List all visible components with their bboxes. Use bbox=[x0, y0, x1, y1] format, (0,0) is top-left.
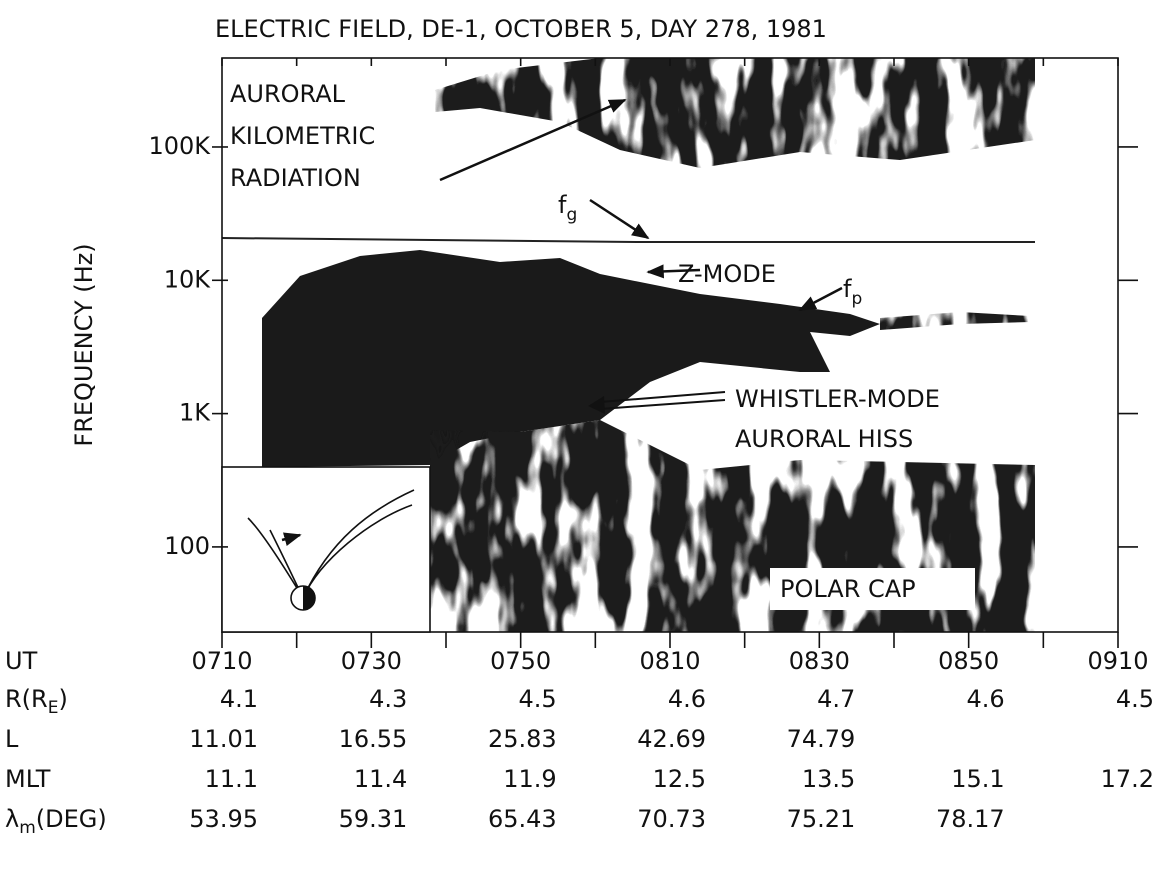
row-value: 59.31 bbox=[339, 805, 408, 833]
row-value: 11.4 bbox=[354, 765, 407, 793]
x-tick-label: 0850 bbox=[938, 647, 999, 675]
chart-title: ELECTRIC FIELD, DE-1, OCTOBER 5, DAY 278… bbox=[215, 15, 827, 43]
row-label-part: MLT bbox=[5, 765, 51, 793]
akr-arrow bbox=[439, 98, 627, 182]
row-label: L bbox=[5, 725, 19, 753]
row-value: 11.1 bbox=[205, 765, 258, 793]
fp-arrow bbox=[798, 286, 843, 312]
x-tick-label: 0710 bbox=[191, 647, 252, 675]
annotation-part: f bbox=[843, 275, 852, 303]
row-value: 74.79 bbox=[787, 725, 856, 753]
row-value: 11.01 bbox=[189, 725, 258, 753]
annotation-part: f bbox=[558, 191, 567, 219]
row-value: 12.5 bbox=[653, 765, 706, 793]
inset bbox=[221, 466, 431, 633]
annotation: AURORAL bbox=[230, 80, 346, 108]
row-value: 4.5 bbox=[518, 685, 556, 713]
arrows bbox=[439, 98, 843, 414]
row-value: 11.9 bbox=[503, 765, 556, 793]
akr-emission bbox=[435, 58, 1035, 168]
row-label-part: (DEG) bbox=[36, 805, 107, 833]
x-tick-label: 0910 bbox=[1087, 647, 1148, 675]
fg-arrow bbox=[589, 198, 650, 240]
inset-box bbox=[221, 466, 431, 633]
row-label-sub: E bbox=[48, 698, 59, 718]
row-label-part: R(R bbox=[5, 685, 48, 713]
row-value: 4.5 bbox=[1116, 685, 1154, 713]
row-label-part: ) bbox=[58, 685, 67, 713]
row-value: 65.43 bbox=[488, 805, 557, 833]
row-value: 4.1 bbox=[220, 685, 258, 713]
annotation: WHISTLER-MODE bbox=[735, 385, 940, 413]
annotation-sub: g bbox=[566, 205, 577, 225]
row-value: 25.83 bbox=[488, 725, 557, 753]
y-tick-label: 100K bbox=[148, 132, 211, 160]
y-tick-label: 1K bbox=[179, 399, 211, 427]
x-tick-label: 0730 bbox=[341, 647, 402, 675]
row-label: MLT bbox=[5, 765, 51, 793]
row-value: 78.17 bbox=[936, 805, 1005, 833]
earth-night bbox=[303, 586, 315, 610]
annotation: POLAR CAP bbox=[780, 575, 916, 603]
fp-emission bbox=[880, 312, 1030, 330]
hiss-emission bbox=[262, 250, 880, 467]
row-value: 15.1 bbox=[951, 765, 1004, 793]
annotation: fg bbox=[558, 191, 577, 225]
y-tick-label: 10K bbox=[164, 265, 212, 293]
row-value: 17.2 bbox=[1101, 765, 1154, 793]
annotation: AURORAL HISS bbox=[735, 425, 913, 453]
label-box bbox=[770, 568, 975, 610]
row-label: R(RE) bbox=[5, 685, 68, 718]
annotation: KILOMETRIC bbox=[230, 122, 375, 150]
annotation: Z-MODE bbox=[678, 260, 776, 288]
row-value: 42.69 bbox=[637, 725, 706, 753]
row-value: 16.55 bbox=[339, 725, 408, 753]
annotation-sub: p bbox=[851, 289, 862, 309]
x-axis-label: UT bbox=[5, 647, 38, 675]
row-label-part: L bbox=[5, 725, 19, 753]
row-label-sub: m bbox=[19, 818, 36, 838]
zmode-arrow bbox=[646, 264, 701, 279]
row-value: 4.7 bbox=[817, 685, 855, 713]
row-label: λm(DEG) bbox=[5, 805, 107, 838]
fg-line bbox=[221, 237, 1035, 243]
row-value: 4.6 bbox=[966, 685, 1004, 713]
x-tick-label: 0810 bbox=[639, 647, 700, 675]
x-tick-label: 0830 bbox=[789, 647, 850, 675]
orbit-arrow bbox=[281, 532, 302, 546]
row-value: 13.5 bbox=[802, 765, 855, 793]
row-value: 75.21 bbox=[787, 805, 856, 833]
row-value: 53.95 bbox=[189, 805, 258, 833]
y-tick-label: 100 bbox=[164, 532, 210, 560]
field-lines bbox=[247, 489, 415, 599]
row-value: 70.73 bbox=[637, 805, 706, 833]
x-tick-label: 0750 bbox=[490, 647, 551, 675]
whistler-arrowhead bbox=[588, 396, 605, 414]
y-axis-label: FREQUENCY (Hz) bbox=[70, 243, 98, 446]
annotation: RADIATION bbox=[230, 164, 361, 192]
whistler-arrow bbox=[599, 391, 726, 410]
annotation: fp bbox=[843, 275, 862, 309]
row-value: 4.6 bbox=[668, 685, 706, 713]
row-value: 4.3 bbox=[369, 685, 407, 713]
row-label-part: λ bbox=[5, 805, 19, 833]
